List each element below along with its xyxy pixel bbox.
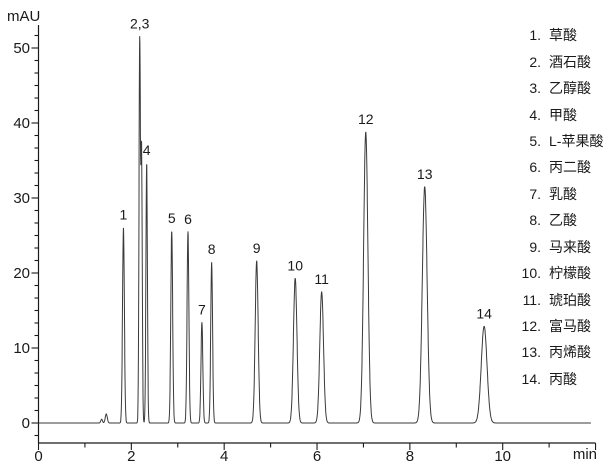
legend-item-name: 丙二酸 bbox=[549, 159, 591, 176]
peak-number-label: 11 bbox=[314, 271, 329, 287]
legend-item: 14. 丙酸 bbox=[503, 366, 603, 392]
y-tick-label: 30 bbox=[13, 190, 30, 207]
peak-number-label: 10 bbox=[287, 257, 303, 273]
peak-number-label: 8 bbox=[208, 241, 216, 257]
legend-item: 5. L-苹果酸 bbox=[503, 128, 603, 154]
legend-item-name: 琥珀酸 bbox=[549, 291, 591, 308]
legend-item: 2. 酒石酸 bbox=[503, 48, 603, 74]
y-axis-unit-label: mAU bbox=[7, 8, 40, 25]
legend-item-name: L-苹果酸 bbox=[549, 132, 604, 149]
legend-item-number: 2. bbox=[529, 53, 541, 70]
legend-item-name: 柠檬酸 bbox=[549, 265, 591, 282]
legend-item: 10. 柠檬酸 bbox=[503, 260, 603, 286]
legend-item-number: 6. bbox=[529, 159, 541, 176]
legend-item-number: 7. bbox=[529, 185, 541, 202]
peak-number-label: 1 bbox=[120, 206, 128, 222]
legend-item-number: 10. bbox=[521, 265, 541, 282]
legend-item: 4. 甲酸 bbox=[503, 101, 603, 127]
peak-number-label: 4 bbox=[143, 142, 151, 158]
x-axis-unit-label: min bbox=[573, 446, 597, 463]
legend-item-name: 乙醇酸 bbox=[549, 80, 591, 97]
legend-item: 9. 马来酸 bbox=[503, 234, 603, 260]
legend-item: 3. 乙醇酸 bbox=[503, 75, 603, 101]
legend-item-number: 8. bbox=[529, 212, 541, 229]
legend-item-number: 9. bbox=[529, 238, 541, 255]
chromatogram-trace bbox=[38, 36, 592, 424]
legend-item: 1. 草酸 bbox=[503, 22, 603, 48]
legend-item-number: 3. bbox=[529, 80, 541, 97]
x-tick-label: 6 bbox=[313, 448, 321, 465]
x-tick-label: 10 bbox=[494, 448, 511, 465]
legend-item: 8. 乙酸 bbox=[503, 207, 603, 233]
legend-item-name: 马来酸 bbox=[549, 238, 591, 255]
legend-item: 7. 乳酸 bbox=[503, 181, 603, 207]
legend-item-number: 5. bbox=[529, 132, 541, 149]
x-tick-label: 4 bbox=[220, 448, 228, 465]
y-tick-label: 10 bbox=[13, 340, 30, 357]
peak-number-label: 14 bbox=[476, 305, 492, 321]
peak-legend: 1. 草酸 2. 酒石酸 3. 乙醇酸 4. 甲酸 5. L-苹果酸 6. 丙二酸 7. 乳酸 8. 乙酸 9.… bbox=[503, 22, 604, 392]
legend-item-number: 13. bbox=[521, 344, 541, 361]
legend-item: 13. 丙烯酸 bbox=[503, 339, 603, 365]
legend-item-number: 4. bbox=[529, 106, 541, 123]
x-tick-label: 2 bbox=[127, 448, 135, 465]
legend-item-name: 酒石酸 bbox=[549, 53, 591, 70]
legend-item-name: 丙烯酸 bbox=[549, 344, 591, 361]
peak-number-label: 5 bbox=[168, 210, 176, 226]
legend-item-name: 乳酸 bbox=[549, 185, 577, 202]
legend-item: 6. 丙二酸 bbox=[503, 154, 603, 180]
legend-item-number: 12. bbox=[521, 318, 541, 335]
legend-item-number: 11. bbox=[522, 291, 541, 308]
legend-item-name: 富马酸 bbox=[549, 318, 591, 335]
peak-number-label: 9 bbox=[253, 240, 261, 256]
x-tick-label: 0 bbox=[34, 448, 42, 465]
peak-number-label: 12 bbox=[358, 111, 374, 127]
y-tick-label: 50 bbox=[13, 40, 30, 57]
peak-number-label: 6 bbox=[184, 211, 192, 227]
x-tick-label: 8 bbox=[406, 448, 414, 465]
y-tick-label: 0 bbox=[22, 415, 30, 432]
y-tick-label: 40 bbox=[13, 115, 30, 132]
peak-number-label: 7 bbox=[198, 302, 206, 318]
peak-number-label: 13 bbox=[417, 166, 433, 182]
legend-item: 12. 富马酸 bbox=[503, 313, 603, 339]
peak-number-label: 2,3 bbox=[130, 16, 150, 32]
axes bbox=[31, 25, 597, 450]
y-tick-label: 20 bbox=[13, 265, 30, 282]
legend-item-name: 乙酸 bbox=[549, 212, 577, 229]
legend-item-name: 丙酸 bbox=[549, 370, 577, 387]
peak-labels: 1 2,3 4 5 6 7 8 9 10 11 12 13 14 bbox=[120, 16, 493, 322]
legend-item: 11. 琥珀酸 bbox=[503, 286, 603, 312]
legend-item-name: 甲酸 bbox=[549, 106, 577, 123]
legend-item-name: 草酸 bbox=[549, 27, 577, 44]
legend-item-number: 1. bbox=[529, 27, 541, 44]
legend-item-number: 14. bbox=[521, 370, 541, 387]
